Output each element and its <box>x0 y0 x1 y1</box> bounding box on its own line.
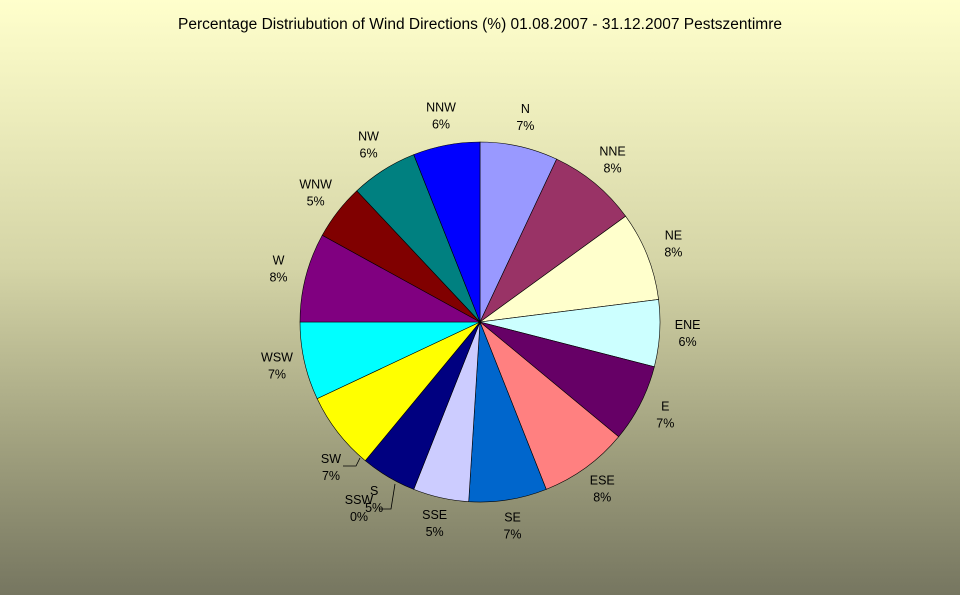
leader-line-sw <box>343 457 361 467</box>
slice-value-ne: 8% <box>664 245 682 259</box>
slice-label-wsw: WSW <box>261 350 293 364</box>
pie-slice-ne <box>479 215 659 323</box>
pie-slice-nnw <box>413 141 481 323</box>
pie-slice-ese <box>479 321 620 490</box>
slice-label-sw: SW <box>321 452 341 466</box>
pie-slice-w <box>299 234 481 323</box>
slice-value-wsw: 7% <box>268 367 286 381</box>
pie-slices <box>299 141 661 503</box>
slice-label-s: S <box>370 484 378 498</box>
pie-labels: N7%NNE8%NE8%ENE6%E7%ESE8%SE7%SSE5%S5%SSW… <box>261 101 700 542</box>
slice-value-e: 7% <box>656 416 674 430</box>
slice-value-ese: 8% <box>593 490 611 504</box>
slice-value-se: 7% <box>503 527 521 541</box>
slice-label-n: N <box>521 102 530 116</box>
pie-slice-nne <box>479 158 627 323</box>
slice-label-se: SE <box>504 510 521 524</box>
slice-label-ssw: SSW <box>345 493 374 507</box>
slice-label-sse: SSE <box>422 508 447 522</box>
chart-title: Percentage Distriubution of Wind Directi… <box>178 16 782 33</box>
slice-value-n: 7% <box>516 119 534 133</box>
slice-label-wnw: WNW <box>299 178 332 192</box>
slice-value-sw: 7% <box>322 469 340 483</box>
slice-value-nw: 6% <box>360 146 378 160</box>
slice-label-ese: ESE <box>590 473 615 487</box>
slice-label-ene: ENE <box>675 318 701 332</box>
slice-label-e: E <box>661 399 669 413</box>
slice-value-nnw: 6% <box>432 118 450 132</box>
leader-line-ssw <box>379 483 396 510</box>
slice-value-ssw: 0% <box>350 510 368 524</box>
slice-value-wnw: 5% <box>307 195 325 209</box>
slice-value-nne: 8% <box>604 162 622 176</box>
slice-value-sse: 5% <box>426 525 444 539</box>
slice-label-nne: NNE <box>599 145 625 159</box>
slice-value-w: 8% <box>269 270 287 284</box>
slice-label-nnw: NNW <box>426 101 456 115</box>
slice-label-ne: NE <box>665 228 682 242</box>
slice-label-w: W <box>273 253 285 267</box>
slice-value-s: 5% <box>365 501 383 515</box>
slice-value-ene: 6% <box>679 335 697 349</box>
slice-label-nw: NW <box>358 129 379 143</box>
